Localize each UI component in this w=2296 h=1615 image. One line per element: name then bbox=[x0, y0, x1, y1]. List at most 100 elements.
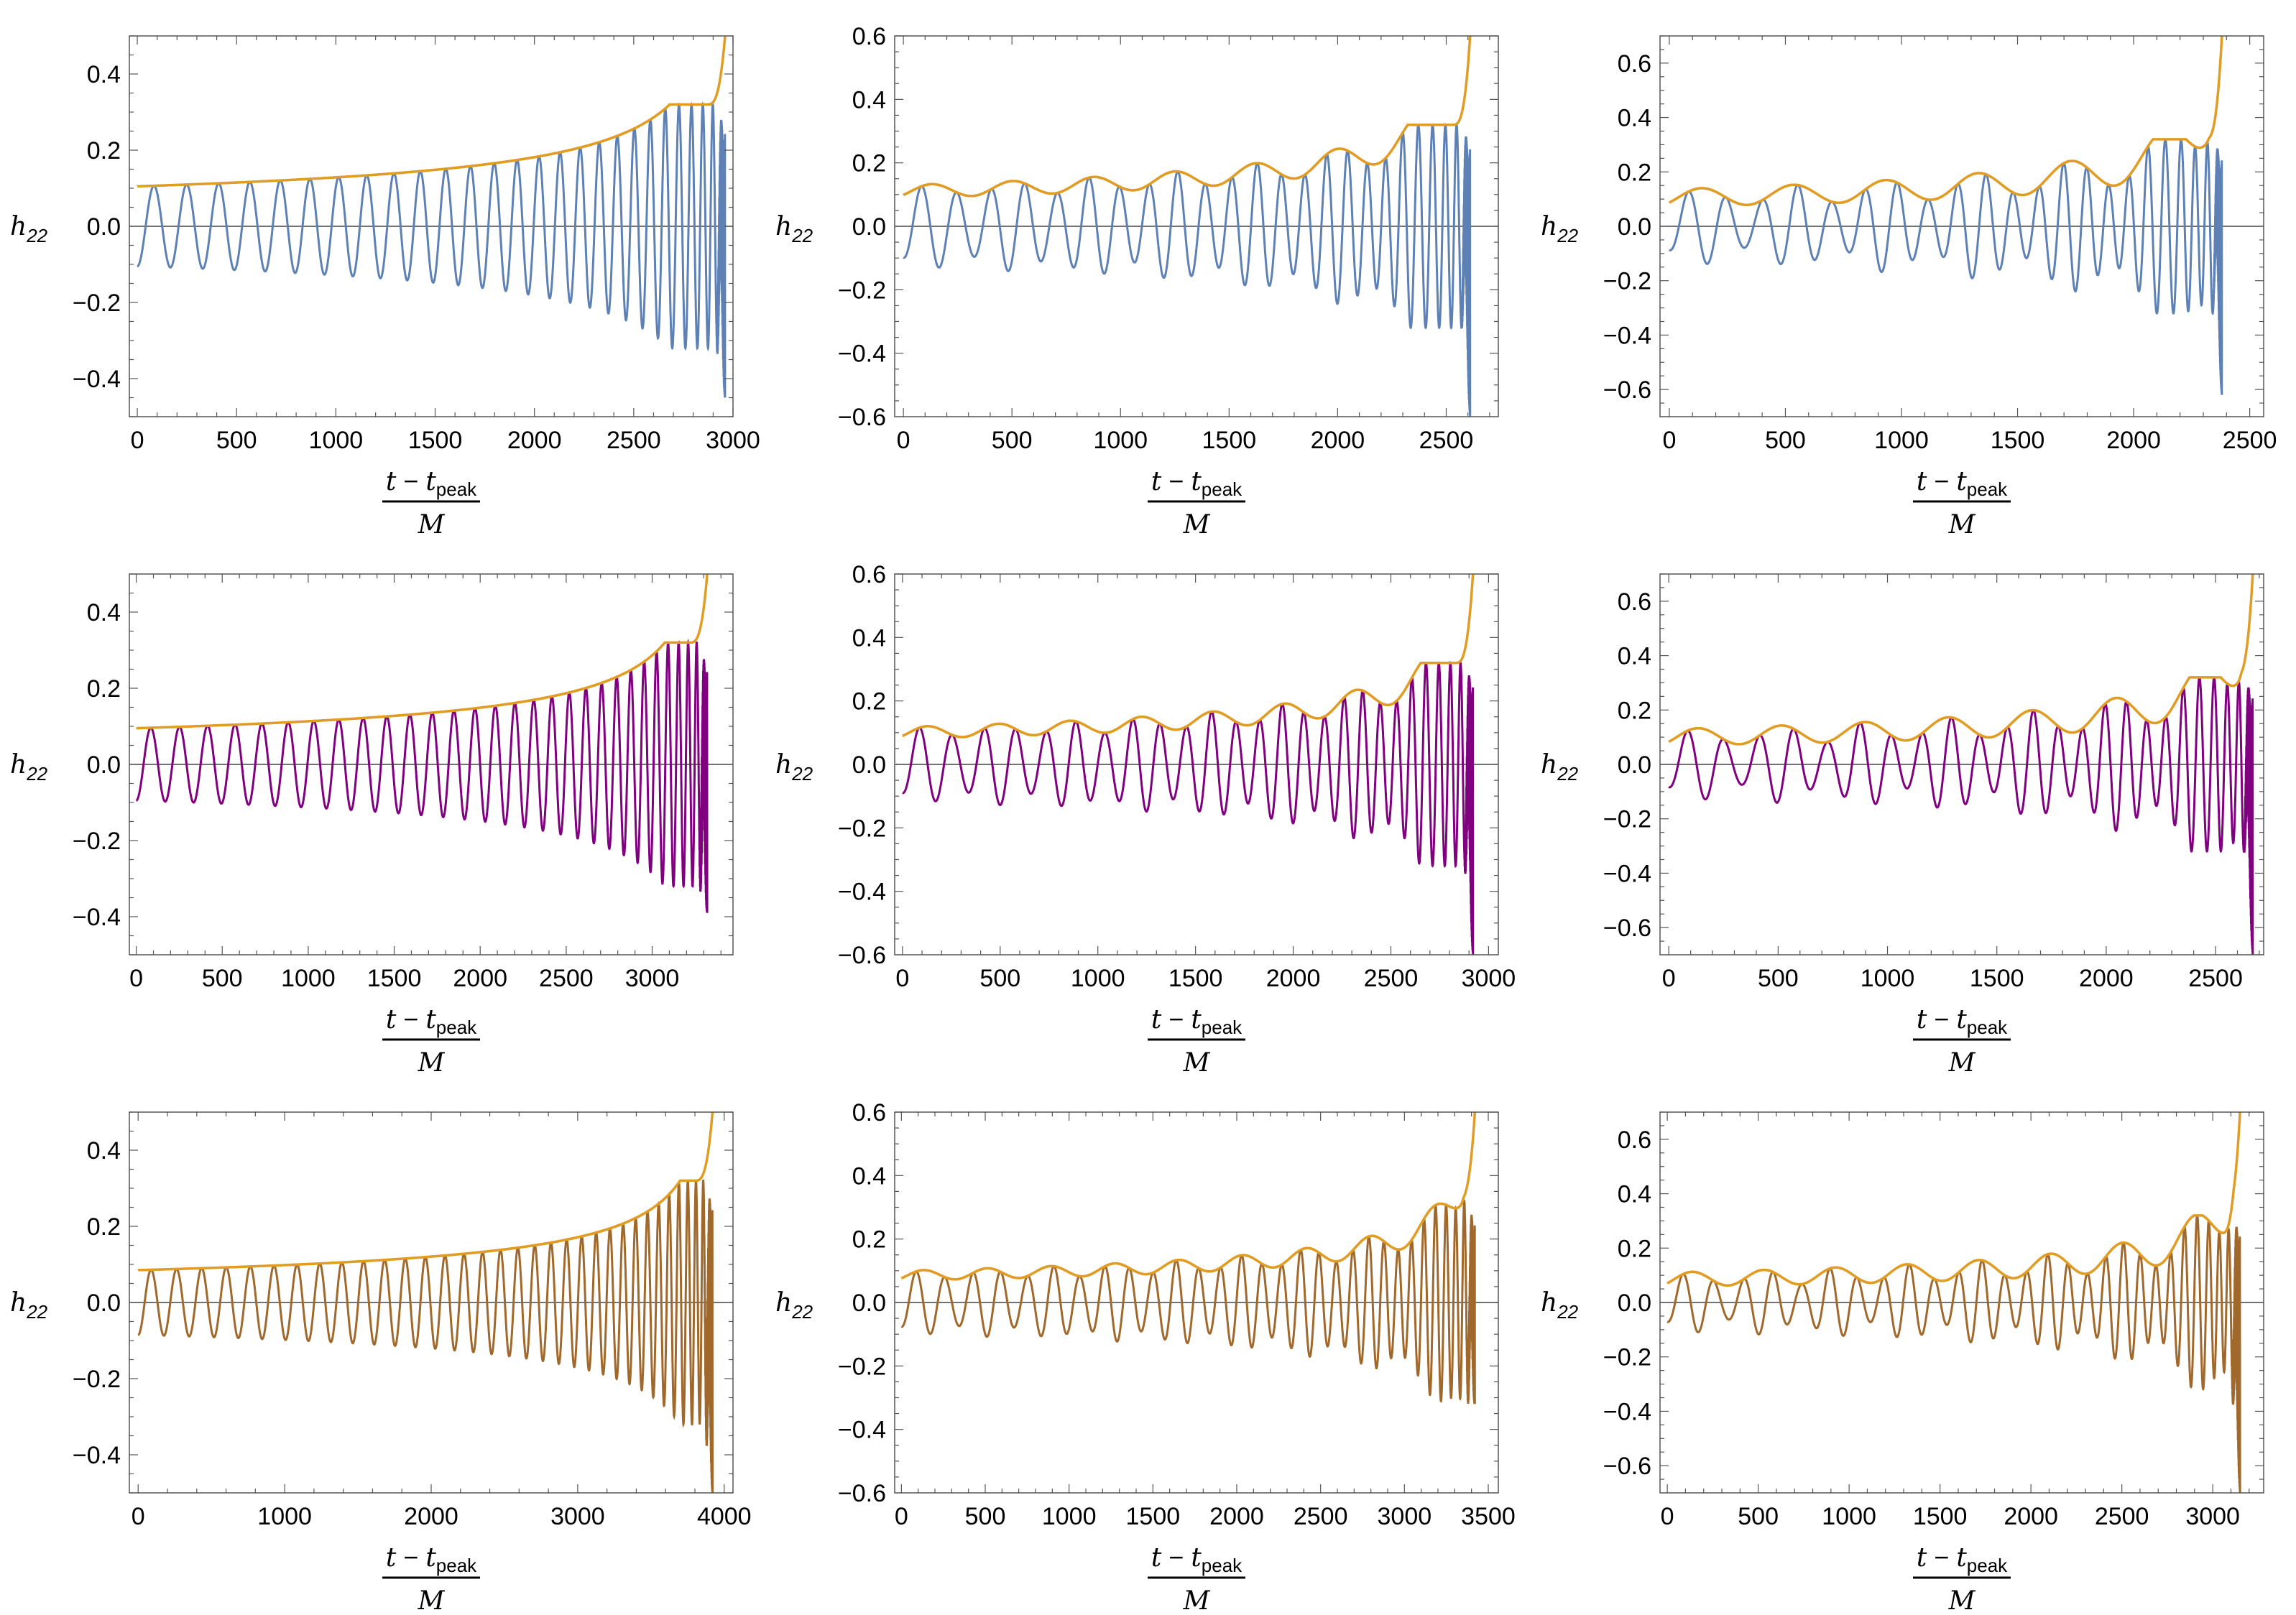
y-tick-label: −0.4 bbox=[838, 879, 886, 906]
x-tick-label: 500 bbox=[1758, 965, 1799, 992]
x-tick-label: 1000 bbox=[1093, 427, 1148, 454]
chart-svg: 0 500 1000 1500 2000 2500 −0.6 −0.4 −0.2 0.0 0.2 0.… bbox=[1541, 573, 2264, 1076]
x-tick-label: 3000 bbox=[550, 1503, 605, 1530]
y-tick-label: 0.4 bbox=[1618, 105, 1651, 132]
x-tick-label: 1500 bbox=[1970, 965, 2024, 992]
x-tick-label: 0 bbox=[895, 1503, 908, 1530]
x-tick-label: 3000 bbox=[1462, 965, 1516, 992]
chart-panel-r3c2: 0 500 1000 1500 2000 2500 3000 3500 −0.6 −0.4 −0.2… bbox=[765, 1076, 1531, 1614]
x-tick-label: 1000 bbox=[1071, 965, 1125, 992]
y-tick-label: 0.0 bbox=[87, 213, 121, 241]
chart-svg: 0 500 1000 1500 2000 2500 3000 −0.6 −0.4 −0.2 0.0 0… bbox=[1541, 1111, 2264, 1614]
y-tick-label: 0.6 bbox=[852, 1099, 886, 1126]
y-tick-label: 0.6 bbox=[852, 23, 886, 50]
x-axis-label-denominator: M bbox=[1948, 1586, 1976, 1614]
y-tick-label: −0.4 bbox=[1603, 860, 1651, 887]
y-axis-label-subscript: 22 bbox=[791, 225, 813, 246]
y-tick-label: −0.6 bbox=[838, 942, 886, 969]
x-tick-label: 2500 bbox=[607, 427, 661, 454]
x-tick-label: 3000 bbox=[625, 965, 680, 992]
x-tick-label: 2500 bbox=[2223, 427, 2277, 454]
y-tick-label: 0.2 bbox=[87, 675, 121, 703]
x-tick-label: 2000 bbox=[453, 965, 507, 992]
y-tick-label: 0.6 bbox=[1618, 1126, 1651, 1154]
x-tick-label: 2000 bbox=[1209, 1503, 1264, 1530]
x-tick-label: 1000 bbox=[1822, 1503, 1876, 1530]
y-tick-label: 0.2 bbox=[1618, 159, 1651, 186]
envelope-series-line bbox=[1668, 36, 2223, 206]
y-tick-label: −0.2 bbox=[1603, 1344, 1651, 1371]
chart-panel-r2c3: 0 500 1000 1500 2000 2500 −0.6 −0.4 −0.2 0.0 0.2 0.… bbox=[1531, 538, 2296, 1076]
y-axis-label-subscript: 22 bbox=[26, 1301, 47, 1323]
waveform-series-line bbox=[137, 1179, 714, 1493]
chart-panel-r1c3: 0 500 1000 1500 2000 2500 −0.6 −0.4 −0.2 0.0 0.2 0.… bbox=[1531, 0, 2296, 538]
envelope-series-line bbox=[900, 1112, 1477, 1281]
chart-panel-r1c1: 0 500 1000 1500 2000 2500 3000 −0.4 −0.2 0.0 0.2 0.… bbox=[0, 0, 765, 538]
x-tick-label: 0 bbox=[895, 965, 909, 992]
y-tick-label: 0.2 bbox=[87, 137, 121, 165]
y-tick-label: −0.6 bbox=[1603, 915, 1651, 942]
x-tick-label: 500 bbox=[965, 1503, 1006, 1530]
x-axis-label-numerator: t − tpeak bbox=[1917, 1542, 2008, 1576]
x-axis-label-numerator: t − tpeak bbox=[386, 466, 477, 500]
y-tick-label: 0.4 bbox=[852, 1162, 886, 1190]
y-tick-label: −0.4 bbox=[1603, 1398, 1651, 1425]
y-tick-label: −0.4 bbox=[1603, 322, 1651, 349]
y-axis-label: h22 bbox=[10, 1288, 48, 1323]
x-axis-label-numerator: t − tpeak bbox=[1151, 1542, 1242, 1576]
x-tick-label: 1000 bbox=[309, 427, 364, 454]
x-tick-label: 2000 bbox=[2004, 1503, 2058, 1530]
y-tick-label: −0.2 bbox=[73, 828, 121, 855]
x-axis-label-denominator: M bbox=[1948, 510, 1976, 538]
x-axis-label-denominator: M bbox=[418, 1586, 446, 1614]
y-tick-label: 0.0 bbox=[1618, 213, 1651, 241]
x-axis-label-denominator: M bbox=[1183, 1586, 1211, 1614]
x-tick-label: 2000 bbox=[2106, 427, 2161, 454]
envelope-series-line bbox=[136, 36, 727, 188]
x-tick-label: 1500 bbox=[1991, 427, 2045, 454]
y-tick-label: 0.2 bbox=[1618, 697, 1651, 724]
chart-panel-r2c2: 0 500 1000 1500 2000 2500 3000 −0.6 −0.4 −0.2 0.0 0… bbox=[765, 538, 1531, 1076]
envelope-series-line bbox=[902, 574, 1475, 739]
chart-panel-r3c3: 0 500 1000 1500 2000 2500 3000 −0.6 −0.4 −0.2 0.0 0… bbox=[1531, 1076, 2296, 1614]
x-axis-label-numerator: t − tpeak bbox=[386, 1542, 477, 1576]
x-tick-label: 2000 bbox=[1311, 427, 1365, 454]
x-axis-label-denominator: M bbox=[418, 510, 446, 538]
chart-panel-r2c1: 0 500 1000 1500 2000 2500 3000 −0.4 −0.2 0.0 0.2 0.… bbox=[0, 538, 765, 1076]
x-tick-label: 2000 bbox=[404, 1503, 458, 1530]
x-tick-label: 3000 bbox=[1378, 1503, 1432, 1530]
x-tick-label: 2500 bbox=[1294, 1503, 1348, 1530]
x-tick-label: 1500 bbox=[1168, 965, 1223, 992]
y-tick-label: 0.0 bbox=[852, 213, 886, 241]
waveform-series-line bbox=[902, 660, 1475, 955]
y-tick-label: −0.6 bbox=[838, 1480, 886, 1507]
y-axis-label-subscript: 22 bbox=[26, 225, 47, 246]
y-tick-label: 0.4 bbox=[87, 61, 121, 88]
x-tick-label: 1000 bbox=[1042, 1503, 1097, 1530]
waveform-series-line bbox=[135, 639, 709, 913]
y-tick-label: −0.2 bbox=[1603, 806, 1651, 833]
x-tick-label: 0 bbox=[129, 965, 143, 992]
y-tick-label: 0.4 bbox=[852, 86, 886, 114]
chart-svg: 0 500 1000 1500 2000 2500 3000 −0.6 −0.4 −0.2 0.0 0… bbox=[775, 561, 1516, 1076]
y-tick-label: −0.6 bbox=[1603, 1453, 1651, 1480]
y-tick-label: −0.4 bbox=[838, 341, 886, 368]
y-tick-label: 0.2 bbox=[852, 1226, 886, 1254]
y-tick-label: −0.6 bbox=[838, 404, 886, 431]
y-tick-label: 0.6 bbox=[1618, 50, 1651, 78]
x-axis-label-denominator: M bbox=[1948, 1048, 1976, 1076]
x-tick-label: 0 bbox=[131, 427, 144, 454]
y-tick-label: −0.4 bbox=[73, 366, 121, 393]
waveform-series-line bbox=[900, 1200, 1476, 1405]
x-tick-label: 0 bbox=[1662, 427, 1676, 454]
x-tick-label: 2500 bbox=[1419, 427, 1474, 454]
y-axis-label-subscript: 22 bbox=[1557, 1301, 1578, 1323]
x-axis-label-denominator: M bbox=[418, 1048, 446, 1076]
x-tick-label: 0 bbox=[132, 1503, 145, 1530]
x-axis-label-numerator: t − tpeak bbox=[1917, 466, 2008, 500]
x-axis-label-denominator: M bbox=[1183, 1048, 1211, 1076]
y-tick-label: 0.0 bbox=[852, 1290, 886, 1317]
y-axis-label: h22 bbox=[775, 212, 813, 246]
chart-svg: 0 500 1000 1500 2000 2500 3000 3500 −0.6 −0.4 −0.2… bbox=[775, 1099, 1516, 1614]
